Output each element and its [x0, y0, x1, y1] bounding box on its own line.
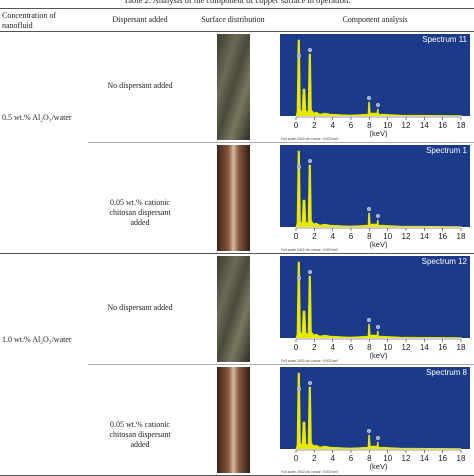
- surface: [217, 145, 250, 251]
- x-tick-label: 2: [312, 343, 317, 352]
- surface-image: [217, 256, 250, 362]
- spectrum-name: Spectrum 11: [422, 35, 467, 44]
- x-tick-label: 4: [330, 121, 335, 130]
- surface: [217, 367, 250, 473]
- surface: [217, 256, 250, 362]
- x-tick-label: 12: [402, 232, 411, 241]
- x-axis-label: (keV): [370, 240, 388, 249]
- dispersant: No dispersant added: [107, 303, 173, 312]
- x-tick-label: 18: [457, 343, 466, 352]
- x-tick-label: 8: [367, 121, 372, 130]
- x-tick-label: 0: [294, 454, 299, 463]
- rule: [88, 364, 474, 365]
- x-tick-label: 2: [312, 121, 317, 130]
- x-tick-label: 0: [294, 232, 299, 241]
- rule: [88, 142, 474, 143]
- x-tick-label: 10: [383, 454, 392, 463]
- x-tick-label: 16: [438, 454, 447, 463]
- x-tick-label: 0: [294, 343, 299, 352]
- spectrum: Spectrum 11 0 2 4 6 8 10 12 14 16 18 (keV) Full scal…: [280, 34, 470, 141]
- spectrum-name: Spectrum 1: [426, 146, 467, 155]
- spectrum: Spectrum 1 0 2 4 6 8 10 12 14 16 18 (keV) Full scale…: [280, 145, 470, 252]
- x-tick-label: 4: [330, 232, 335, 241]
- x-axis-label: (keV): [370, 129, 388, 138]
- x-tick-label: 10: [383, 343, 392, 352]
- dispersant: No dispersant added: [107, 81, 173, 90]
- rule: [0, 8, 474, 9]
- spectrum-footer: Full scale 2402 cts cursor: 0.000 keV: [281, 359, 339, 363]
- dispersant: 0.05 wt.% cationic chitosan dispersant a…: [109, 198, 171, 227]
- x-tick-label: 2: [312, 454, 317, 463]
- x-tick-label: 16: [438, 343, 447, 352]
- x-tick-label: 16: [438, 232, 447, 241]
- x-tick-label: 16: [438, 121, 447, 130]
- x-tick-label: 8: [367, 454, 372, 463]
- spectrum-footer: Full scale 2402 cts cursor: 0.000 keV: [281, 248, 339, 252]
- surface-image: [217, 34, 250, 140]
- x-tick-label: 18: [457, 232, 466, 241]
- spectrum: Spectrum 12 0 2 4 6 8 10 12 14 16 18 (keV) Full scal…: [280, 256, 470, 363]
- x-tick-label: 4: [330, 454, 335, 463]
- x-tick-label: 6: [349, 343, 354, 352]
- concentration: 0.5 wt.% Al₂O₃/water: [2, 112, 72, 122]
- header-cell: Surface distribution: [201, 15, 265, 24]
- spectrum-name: Spectrum 8: [426, 368, 467, 377]
- surface: [217, 34, 250, 140]
- caption: Table 2: Analysis of the component of co…: [123, 0, 351, 5]
- rule: [0, 31, 474, 32]
- x-tick-label: 8: [367, 343, 372, 352]
- surface-image: [217, 145, 250, 251]
- x-tick-label: 14: [420, 343, 429, 352]
- dispersant: 0.05 wt.% cationic chitosan dispersant a…: [109, 420, 171, 449]
- x-tick-label: 10: [383, 232, 392, 241]
- x-tick-label: 12: [402, 343, 411, 352]
- header-cell: Component analysis: [342, 15, 408, 24]
- concentration: 1.0 wt.% Al₂O₃/water: [2, 334, 72, 344]
- x-tick-label: 18: [457, 121, 466, 130]
- x-tick-label: 0: [294, 121, 299, 130]
- x-tick-label: 8: [367, 232, 372, 241]
- x-tick-label: 12: [402, 454, 411, 463]
- header-cell: Dispersant added: [112, 15, 168, 24]
- x-tick-label: 18: [457, 454, 466, 463]
- x-tick-label: 14: [420, 454, 429, 463]
- header-cell: Concentration of nanofluid: [2, 11, 56, 30]
- rule: [0, 253, 474, 254]
- x-tick-label: 4: [330, 343, 335, 352]
- x-axis-label: (keV): [370, 462, 388, 471]
- x-tick-label: 10: [383, 121, 392, 130]
- x-tick-label: 6: [349, 454, 354, 463]
- x-tick-label: 14: [420, 121, 429, 130]
- spectrum-footer: Full scale 2402 cts cursor: 0.000 keV: [281, 137, 339, 141]
- x-tick-label: 12: [402, 121, 411, 130]
- spectrum: Spectrum 8 0 2 4 6 8 10 12 14 16 18 (keV) Full scale…: [280, 367, 470, 474]
- spectrum-name: Spectrum 12: [422, 257, 468, 266]
- x-tick-label: 2: [312, 232, 317, 241]
- spectrum-footer: Full scale 2402 cts cursor: 0.000 keV: [281, 470, 339, 474]
- x-tick-label: 14: [420, 232, 429, 241]
- x-tick-label: 6: [349, 121, 354, 130]
- surface-image: [217, 367, 250, 473]
- x-axis-label: (keV): [370, 351, 388, 360]
- x-tick-label: 6: [349, 232, 354, 241]
